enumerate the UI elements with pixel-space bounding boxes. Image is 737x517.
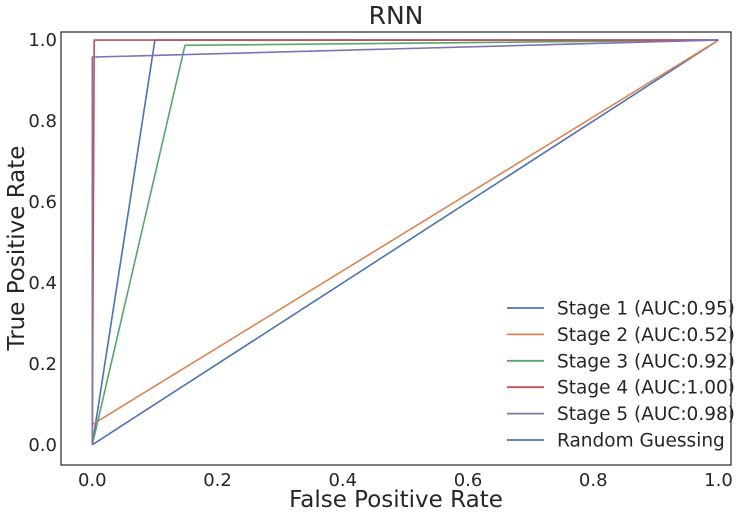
x-tick-labels: 0.0 0.2 0.4 0.6 0.8 1.0 xyxy=(78,470,733,491)
series-line-6 xyxy=(91,39,719,446)
x-tick-label: 0.8 xyxy=(579,470,608,491)
legend-label: Random Guessing xyxy=(557,431,725,452)
x-tick-label: 0.2 xyxy=(203,470,232,491)
legend: Stage 1 (AUC:0.95) Stage 2 (AUC:0.52) Stag… xyxy=(507,299,735,452)
y-tick-label: 0.8 xyxy=(28,111,57,132)
legend-label: Stage 3 (AUC:0.92) xyxy=(557,351,735,372)
x-axis-title: False Positive Rate xyxy=(289,487,503,513)
series-line-3 xyxy=(91,39,719,445)
x-tick-label: 0.4 xyxy=(328,470,357,491)
y-tick-label: 1.0 xyxy=(28,30,57,51)
x-tick-label: 0.0 xyxy=(78,470,107,491)
legend-label: Stage 2 (AUC:0.52) xyxy=(557,325,735,346)
y-tick-label: 0.4 xyxy=(28,273,57,294)
series-line-5 xyxy=(91,39,719,445)
x-tick-label: 0.6 xyxy=(454,470,483,491)
y-axis-title: True Positive Rate xyxy=(4,146,30,352)
chart-title: RNN xyxy=(369,1,424,30)
y-tick-label: 0.6 xyxy=(28,192,57,213)
x-tick-label: 1.0 xyxy=(704,470,733,491)
legend-label: Stage 5 (AUC:0.98) xyxy=(557,404,735,425)
legend-label: Stage 4 (AUC:1.00) xyxy=(557,378,735,399)
series-lines xyxy=(91,39,719,446)
plot-frame xyxy=(60,31,732,466)
legend-label: Stage 1 (AUC:0.95) xyxy=(557,299,735,320)
y-tick-labels: 0.0 0.2 0.4 0.6 0.8 1.0 xyxy=(28,30,57,456)
y-tick-label: 0.2 xyxy=(28,354,57,375)
y-tick-label: 0.0 xyxy=(28,435,57,456)
